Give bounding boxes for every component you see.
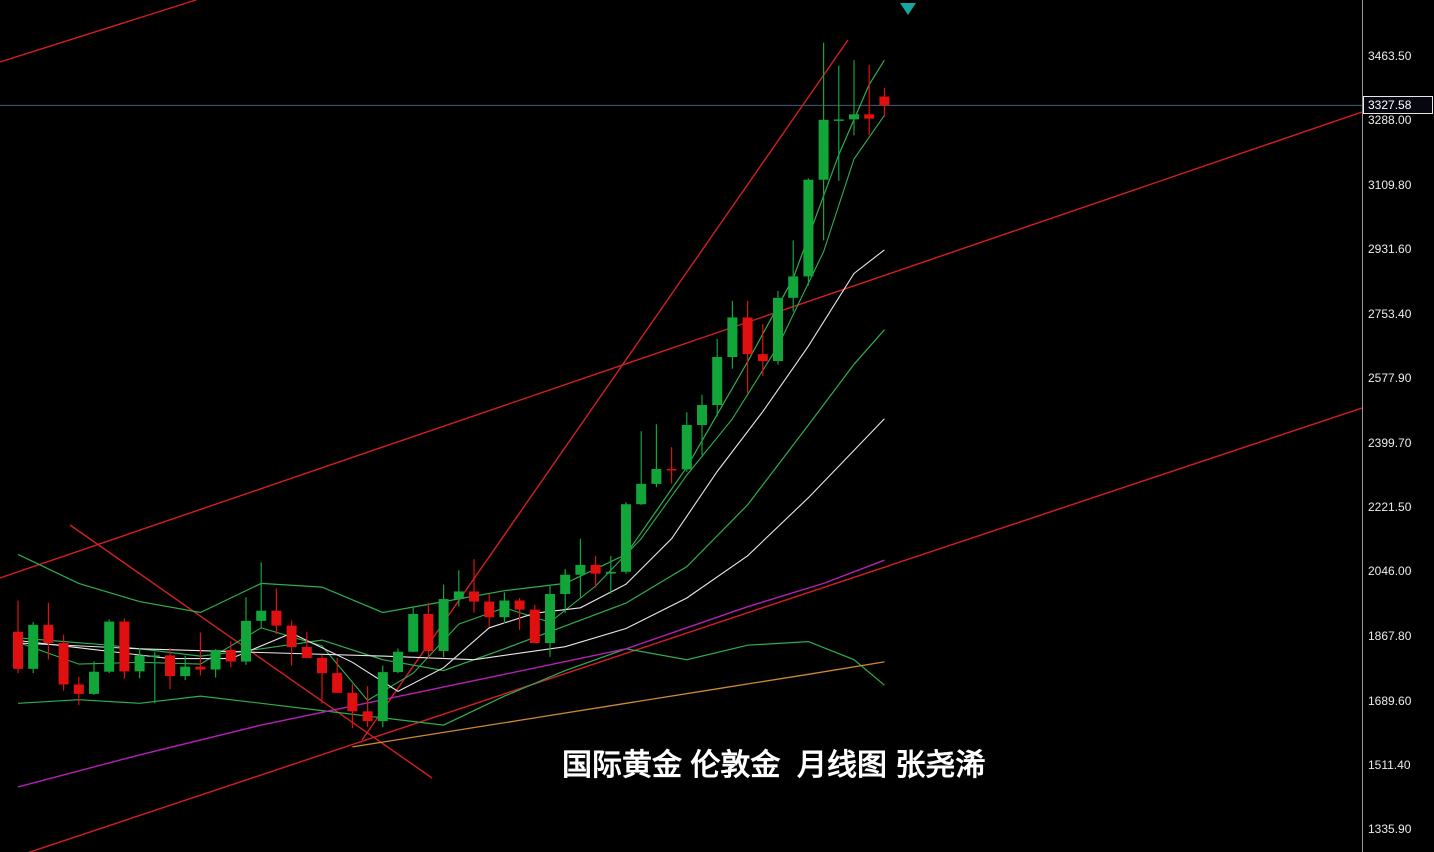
candle-body — [347, 692, 358, 712]
candle-body — [286, 625, 297, 648]
price-axis-label: 3109.80 — [1368, 177, 1412, 192]
candle-body — [757, 354, 768, 362]
candle-body — [438, 599, 449, 652]
price-axis-label: 1511.40 — [1368, 758, 1411, 773]
price-axis-label: 3463.50 — [1368, 48, 1412, 63]
price-axis-label: 3288.00 — [1368, 112, 1412, 127]
ma120-line — [352, 661, 885, 748]
candle-body — [833, 119, 844, 121]
price-axis-label: 1689.60 — [1368, 693, 1412, 708]
candle-body — [529, 609, 540, 644]
candle-body — [788, 276, 799, 298]
candle-body — [119, 621, 130, 672]
candle-body — [742, 317, 753, 355]
candle-body — [256, 610, 267, 621]
price-axis-label: 1335.90 — [1368, 822, 1412, 837]
candle-body — [43, 624, 54, 644]
candle-body — [636, 483, 647, 505]
trendline[interactable] — [0, 111, 1362, 579]
candle-body — [332, 673, 343, 693]
candle-body — [681, 425, 692, 470]
candle-body — [621, 504, 631, 572]
candle-body — [165, 655, 175, 677]
candle-body — [651, 468, 662, 484]
candle-body — [423, 613, 434, 652]
candle-body — [712, 357, 723, 406]
candle-body — [13, 631, 23, 669]
candle-body — [666, 468, 677, 471]
candle-body — [210, 649, 221, 670]
candle-body — [134, 655, 145, 672]
candle-body — [180, 666, 191, 677]
current-price-badge: 3327.58 — [1363, 96, 1433, 115]
candle-body — [317, 657, 327, 674]
triangle-down-icon — [900, 3, 916, 15]
candle-body — [195, 666, 206, 670]
trendline[interactable] — [0, 0, 197, 63]
candle-body — [879, 96, 890, 106]
candle-body — [58, 643, 69, 685]
candle-body — [301, 647, 312, 658]
price-axis-label: 2753.40 — [1368, 307, 1412, 322]
candle-body — [773, 297, 783, 362]
candle-body — [545, 593, 555, 644]
candle-body — [864, 114, 875, 119]
candle-body — [271, 610, 282, 626]
candle-body — [484, 601, 495, 618]
price-axis-label: 2221.50 — [1368, 500, 1412, 515]
candle-body — [575, 564, 586, 575]
boll-mid-line — [17, 329, 885, 672]
trendline[interactable] — [0, 407, 1362, 852]
candle-body — [89, 671, 99, 694]
price-axis-label: 2399.70 — [1368, 435, 1412, 450]
candle-body — [241, 620, 251, 662]
price-axis-label: 2046.00 — [1368, 564, 1412, 579]
candle-body — [453, 591, 464, 600]
candle-body — [362, 711, 373, 722]
candle-body — [73, 684, 84, 694]
price-axis[interactable]: 3463.50 3288.00 3109.80 2931.60 2753.40 2577.… — [1362, 0, 1434, 852]
candle-body — [499, 600, 510, 618]
scroll-marker-icon[interactable] — [898, 2, 918, 18]
candle-body — [104, 621, 115, 672]
boll-upper-line — [17, 59, 885, 614]
boll-lower-line — [17, 640, 885, 726]
candle-body — [377, 672, 388, 722]
ma60-line — [17, 559, 885, 788]
ma10-line — [17, 249, 885, 693]
candle-body — [727, 317, 738, 358]
candle-body — [560, 574, 571, 594]
ma30-line — [17, 418, 885, 661]
candle-body — [225, 649, 236, 662]
candle-body — [408, 613, 419, 652]
candle-body — [605, 571, 616, 574]
candle-body — [514, 600, 525, 610]
price-axis-label: 1867.80 — [1368, 628, 1412, 643]
candle-body — [28, 624, 39, 669]
candle-body — [849, 114, 859, 120]
candle-body — [149, 655, 160, 657]
candle-body — [803, 179, 814, 277]
candle-body — [697, 405, 707, 425]
candlestick-chart — [0, 0, 1362, 852]
candle-body — [469, 591, 479, 602]
watermark-title: 国际黄金 伦敦金 月线图 张尧浠 — [562, 749, 986, 782]
price-axis-label: 2931.60 — [1368, 242, 1412, 257]
candle-body — [393, 651, 403, 673]
price-axis-label: 2577.90 — [1368, 370, 1412, 385]
candle-body — [590, 564, 601, 574]
candle-body — [818, 119, 829, 180]
chart-area[interactable] — [0, 0, 1362, 852]
